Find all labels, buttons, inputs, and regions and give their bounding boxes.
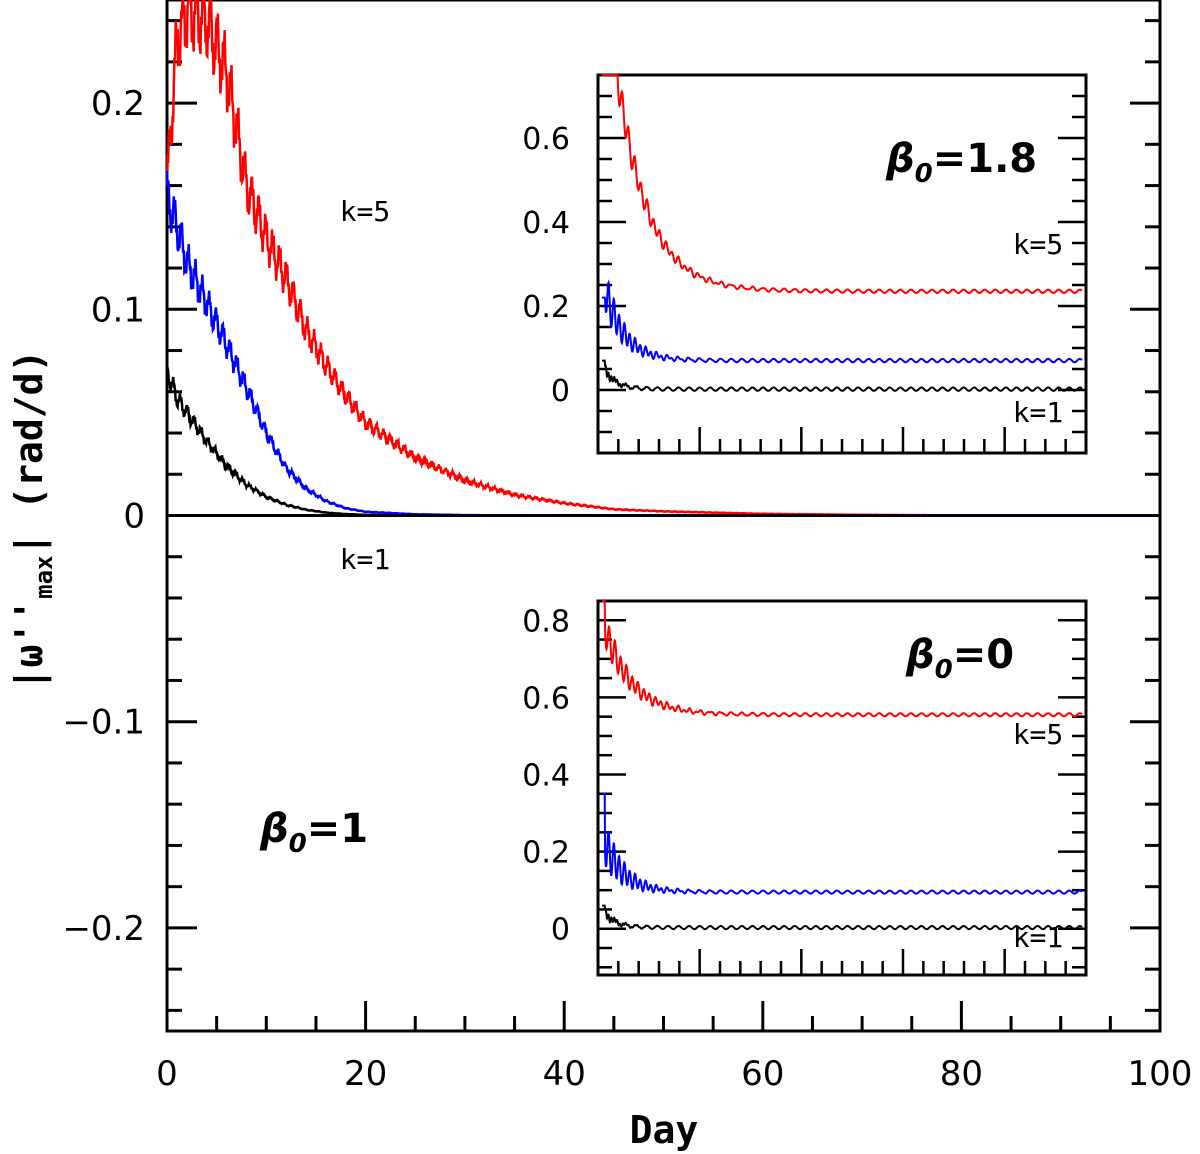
y-tick-label: 0.1	[91, 290, 145, 330]
inset-lower-annotation-k5: k=5	[1013, 718, 1064, 751]
inset-series-line-k=1	[602, 359, 1083, 392]
x-tick-label: 80	[940, 1054, 983, 1094]
y-axis-title-lead: |ω''	[7, 599, 52, 691]
inset-series-line-k=5	[602, 74, 1083, 295]
inset-lower-beta-symbol: β	[905, 632, 935, 678]
inset-y-tick-label: 0.4	[522, 759, 570, 794]
inset-y-tick-label: 0.2	[522, 836, 570, 871]
y-tick-label: −0.2	[62, 909, 145, 949]
main-beta-subscript: 0	[289, 829, 307, 859]
x-tick-label: 20	[344, 1054, 387, 1094]
y-axis-title-sub: max	[30, 556, 58, 599]
x-axis-title: Day	[630, 1108, 699, 1152]
inset-series-line-k=1	[602, 904, 1083, 931]
inset-lower-beta-label: β0=0	[905, 632, 1014, 685]
inset-upper-beta-subscript: 0	[915, 159, 933, 189]
main-beta-value: =1	[307, 806, 368, 852]
x-tick-label: 40	[543, 1054, 586, 1094]
inset-y-tick-label: 0.6	[522, 681, 570, 716]
y-axis-title-tail: | (rad/d)	[7, 350, 52, 556]
inset-lower-beta-value: =0	[953, 632, 1014, 678]
inset-y-tick-label: 0.6	[522, 122, 570, 157]
inset-series-line-k=5	[602, 600, 1083, 718]
y-tick-label: 0	[123, 497, 145, 537]
inset-lower-beta-subscript: 0	[935, 655, 953, 685]
inset-y-tick-label: 0.4	[522, 206, 570, 241]
y-tick-label: −0.1	[62, 703, 145, 743]
inset-lower-right: 00.20.40.60.8 k=5 k=1 β0=0	[522, 599, 1088, 977]
x-tick-label: 0	[156, 1054, 178, 1094]
main-beta-symbol: β	[259, 806, 289, 852]
inset-series-line-k=3	[602, 792, 1083, 895]
main-ticks: −0.2 −0.1 0 0.1 0.2 0 20 40 60 80 100	[62, 19, 1193, 1094]
inset-upper-beta-value: =1.8	[933, 136, 1037, 182]
x-tick-label: 60	[741, 1054, 784, 1094]
inset-upper-right: 00.20.40.6 k=5 k=1 β0=1.8	[522, 73, 1088, 455]
y-axis-title: |ω''max| (rad/d)	[7, 350, 58, 691]
x-tick-label: 100	[1128, 1054, 1193, 1094]
inset-upper-beta-label: β0=1.8	[885, 136, 1037, 189]
inset-upper-annotation-k5: k=5	[1013, 228, 1064, 261]
inset-lower-frame	[596, 599, 1088, 977]
main-annotation-k1: k=1	[340, 543, 391, 576]
main-beta-label: β0=1	[259, 806, 368, 859]
inset-lower-annotation-k1: k=1	[1013, 921, 1064, 954]
inset-upper-annotation-k1: k=1	[1013, 396, 1064, 429]
main-annotation-k5: k=5	[340, 195, 391, 228]
y-tick-label: 0.2	[91, 84, 145, 124]
main-series	[165, 0, 1160, 517]
inset-y-tick-label: 0.8	[522, 604, 570, 639]
inset-y-tick-label: 0.2	[522, 290, 570, 325]
inset-y-tick-label: 0	[551, 913, 570, 948]
inset-lower-series	[602, 600, 1083, 931]
inset-y-tick-label: 0	[551, 374, 570, 409]
series-line-k=1	[165, 366, 1160, 517]
inset-upper-series	[602, 74, 1083, 392]
inset-upper-beta-symbol: β	[885, 136, 915, 182]
inset-series-line-k=3	[602, 279, 1083, 364]
